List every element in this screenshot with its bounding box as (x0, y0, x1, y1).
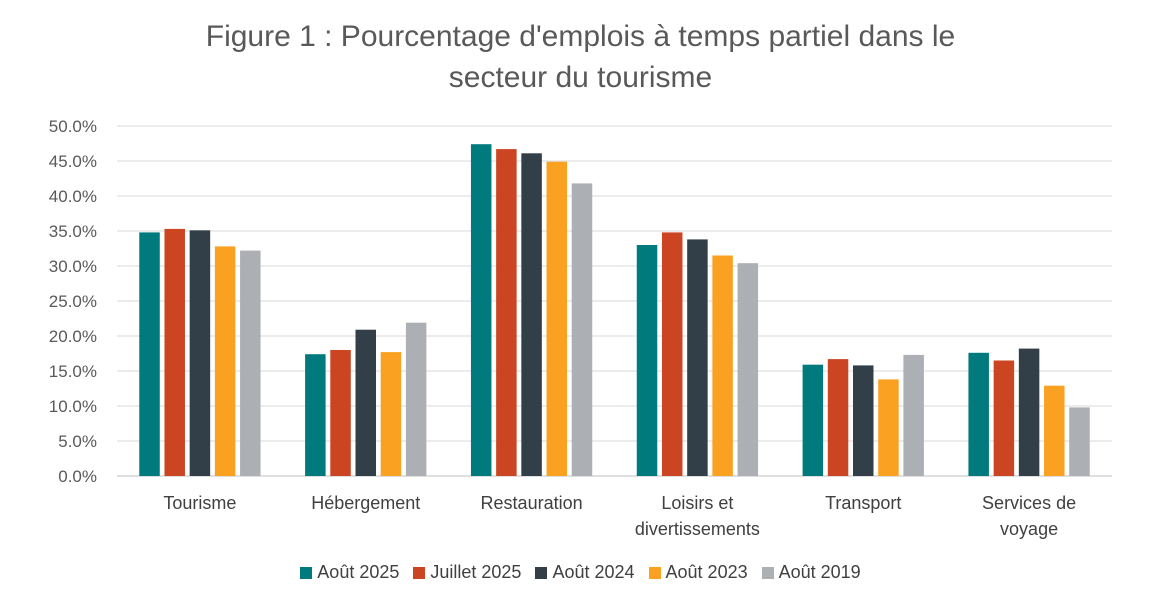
bar (470, 144, 492, 476)
bar (878, 379, 899, 476)
bar (240, 250, 261, 476)
bar (355, 329, 376, 476)
y-tick-label: 20.0% (49, 327, 97, 346)
legend-item: Août 2019 (761, 562, 861, 583)
legend-label: Juillet 2025 (430, 562, 522, 582)
category-label: divertissements (635, 519, 760, 539)
bar (968, 352, 989, 476)
y-tick-label: 40.0% (49, 187, 97, 206)
chart-title-line-2: secteur du tourisme (448, 61, 713, 94)
category-label: Services de (982, 493, 1076, 513)
legend-label: Août 2023 (665, 562, 748, 582)
y-tick-label: 0.0% (58, 467, 97, 486)
y-tick-label: 25.0% (49, 292, 97, 311)
bar (1044, 385, 1065, 476)
bar (993, 360, 1015, 476)
bar (405, 322, 427, 476)
bar (687, 239, 708, 476)
legend-item: Août 2023 (648, 562, 748, 583)
bar (661, 232, 683, 476)
bar (636, 245, 658, 476)
category-label: Restauration (481, 493, 583, 513)
legend-swatch (761, 566, 774, 579)
bar (712, 255, 733, 476)
y-tick-label: 15.0% (49, 362, 97, 381)
bar (330, 350, 351, 476)
bar (214, 246, 236, 476)
bar (737, 263, 759, 476)
y-tick-label: 45.0% (49, 152, 97, 171)
legend-label: Août 2019 (778, 562, 861, 582)
bar (1018, 348, 1040, 476)
legend-label: Août 2025 (317, 562, 400, 582)
y-tick-label: 50.0% (49, 117, 97, 136)
legend-swatch (413, 566, 426, 579)
legend-swatch (535, 566, 548, 579)
legend-swatch (300, 566, 313, 579)
bar (496, 149, 517, 476)
bar (164, 228, 185, 476)
y-tick-label: 10.0% (49, 397, 97, 416)
category-label: Hébergement (311, 493, 420, 513)
category-label: voyage (1000, 519, 1058, 539)
y-tick-label: 35.0% (49, 222, 97, 241)
legend-item: Août 2024 (535, 562, 635, 583)
bar (380, 352, 402, 476)
legend-item: Juillet 2025 (413, 562, 521, 583)
bar (305, 354, 326, 476)
category-label: Loisirs et (661, 493, 733, 513)
legend-label: Août 2024 (552, 562, 635, 582)
bar (853, 365, 874, 476)
y-tick-label: 5.0% (58, 432, 97, 451)
y-tick-label: 30.0% (49, 257, 97, 276)
legend: Août 2025 Juillet 2025 Août 2024 Août 2023 A… (0, 562, 1161, 583)
bar (521, 153, 542, 477)
category-label: Tourisme (163, 493, 236, 513)
bar (903, 354, 924, 476)
bar (189, 230, 211, 476)
bar (546, 161, 568, 476)
chart-title-line-1: Figure 1 : Pourcentage d'emplois à temps… (205, 20, 956, 53)
legend-swatch (648, 566, 661, 579)
bar (802, 364, 824, 476)
bar (139, 232, 160, 476)
bar (1069, 407, 1090, 476)
bar (571, 183, 593, 476)
legend-item: Août 2025 (300, 562, 399, 583)
category-label: Transport (825, 493, 901, 513)
bar (827, 359, 849, 476)
